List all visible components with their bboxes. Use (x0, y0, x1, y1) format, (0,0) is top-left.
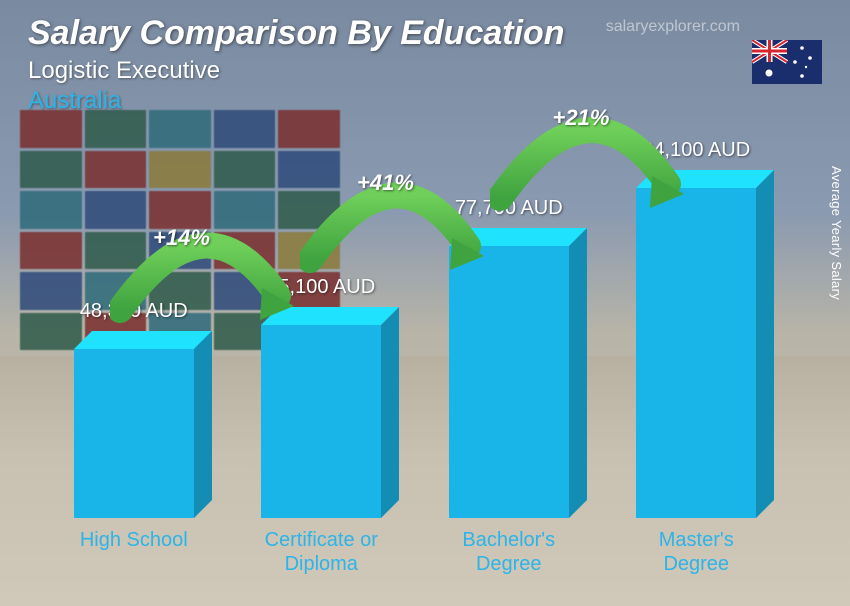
page-subtitle: Logistic Executive (28, 57, 822, 85)
country-name: Australia (28, 87, 822, 115)
bar-category-label: High School (80, 528, 188, 576)
bar-category-label: Certificate orDiploma (265, 528, 378, 576)
bar-category-label: Bachelor'sDegree (462, 528, 555, 576)
y-axis-label: Average Yearly Salary (829, 166, 844, 300)
bar (74, 331, 194, 518)
bar-category-label: Master'sDegree (659, 528, 734, 576)
watermark: salaryexplorer.com (606, 18, 740, 36)
increment-label: +14% (153, 225, 210, 251)
increment-label: +41% (357, 170, 414, 196)
bar-column: 48,300 AUD High School (40, 300, 228, 576)
australia-flag-icon (752, 40, 822, 84)
increment-label: +21% (553, 105, 610, 131)
